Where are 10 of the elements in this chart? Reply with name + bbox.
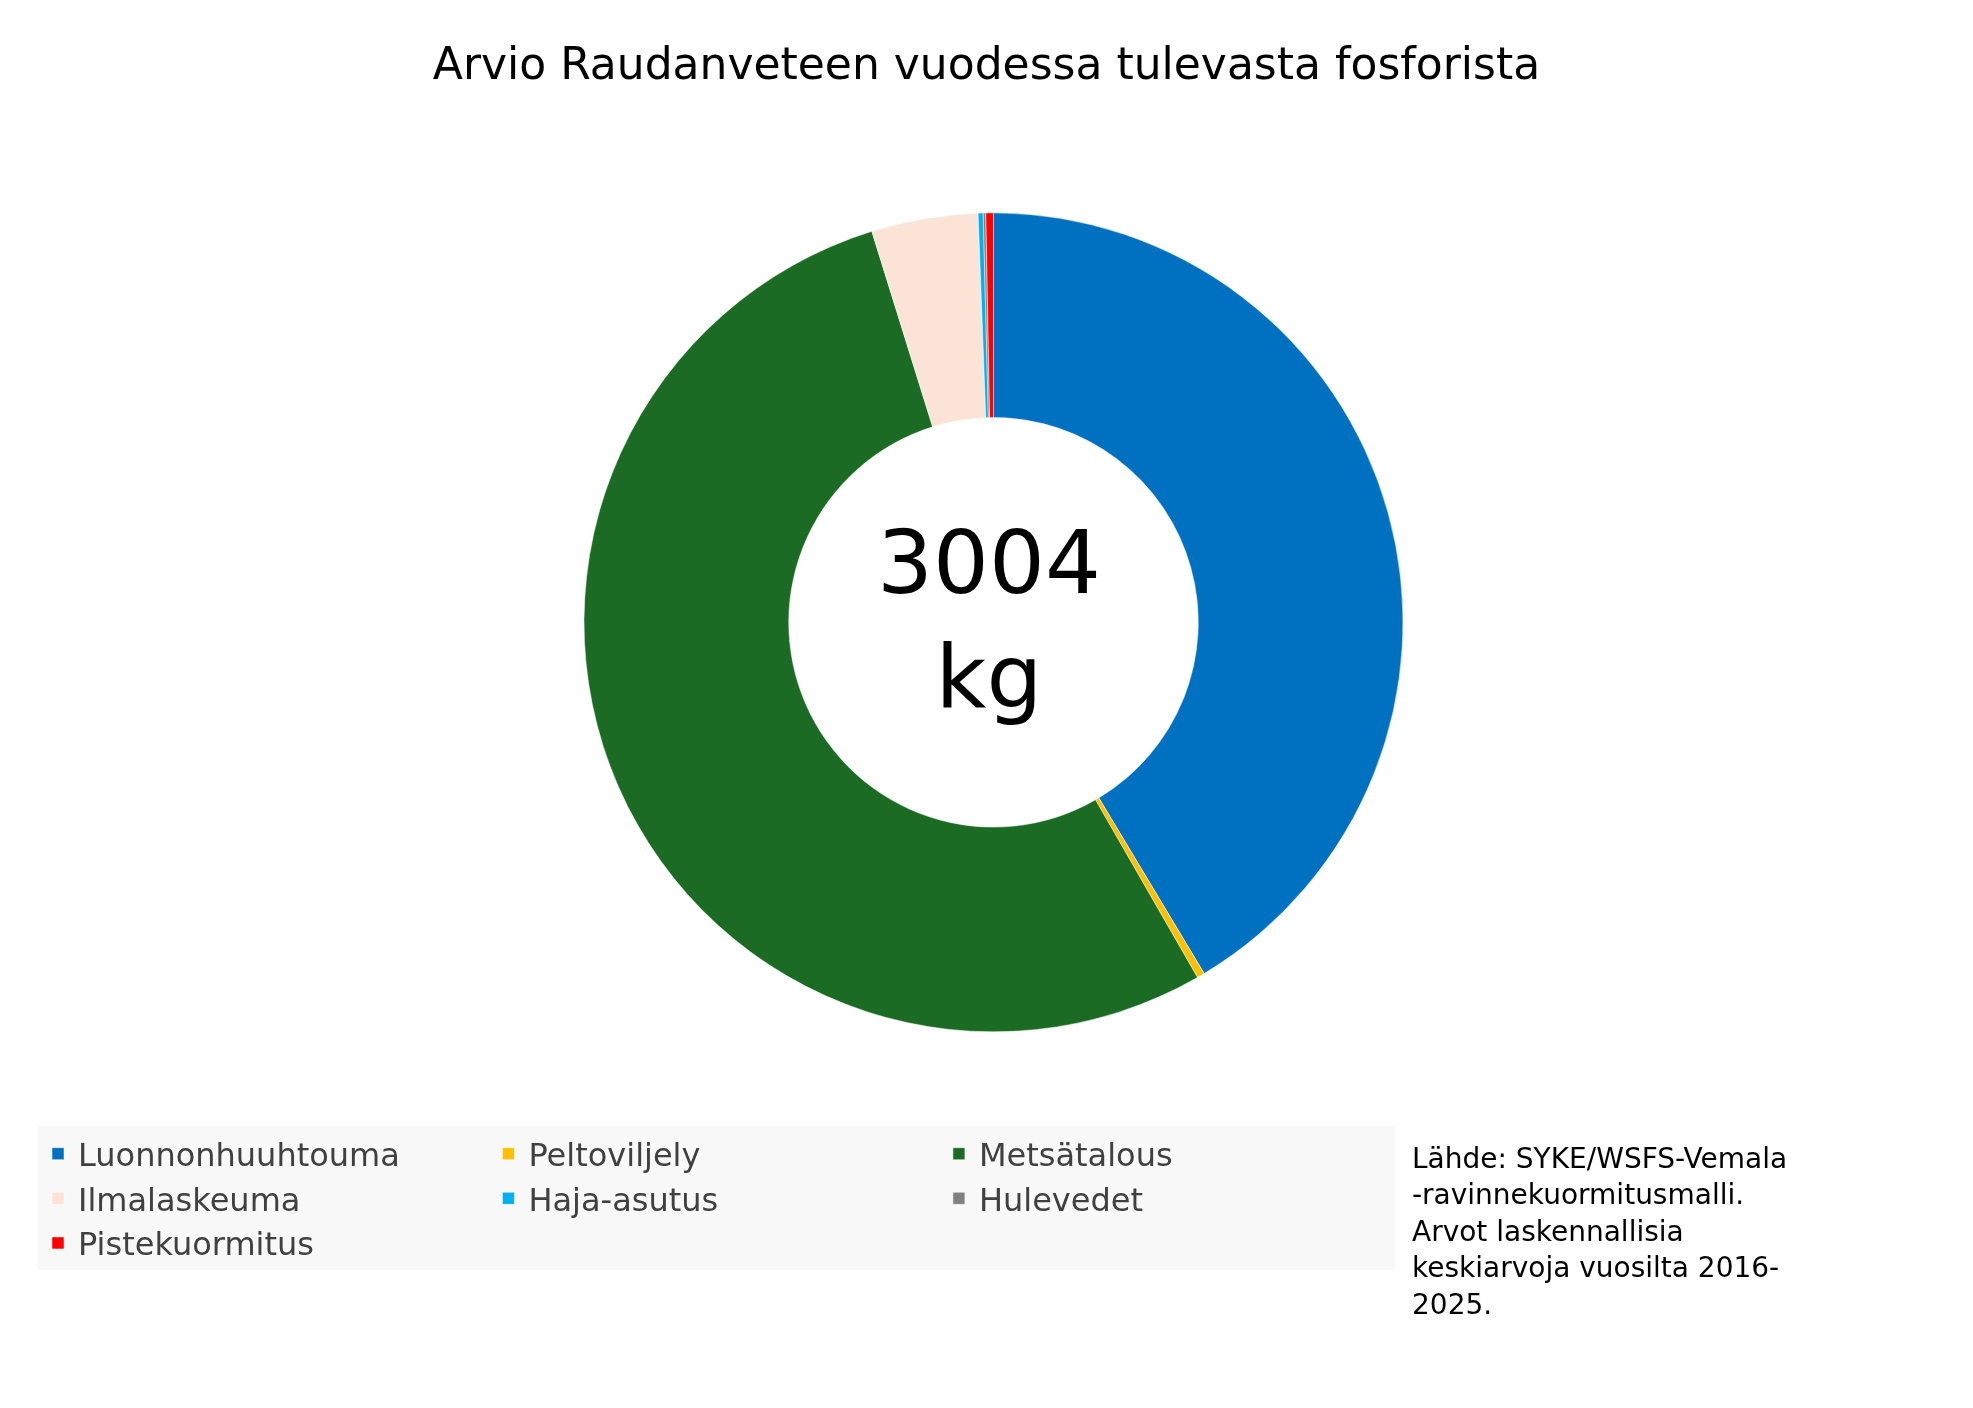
text: Lähde: SYKE/WSFS-Vemala -ravinnekuormitusmalli. Arvot laskennallisia keskiarvoja vuosilta 2016- 2025. (1412, 1142, 1788, 1321)
legend-label: Haja-asutus (528, 1180, 719, 1219)
legend-label: Metsätalous (978, 1136, 1173, 1175)
chart-title: Arvio Raudanveteen vuodessa tulevasta fosforista (432, 37, 1541, 89)
legend-label: Pistekuormitus (78, 1225, 314, 1264)
legend-label: Ilmalaskeuma (78, 1180, 301, 1219)
legend-label: Hulevedet (978, 1180, 1143, 1219)
legend-label: Peltoviljely (528, 1136, 701, 1175)
text: 3004 kg (877, 511, 1101, 729)
legend-label: Luonnonhuuhtouma (78, 1136, 400, 1175)
